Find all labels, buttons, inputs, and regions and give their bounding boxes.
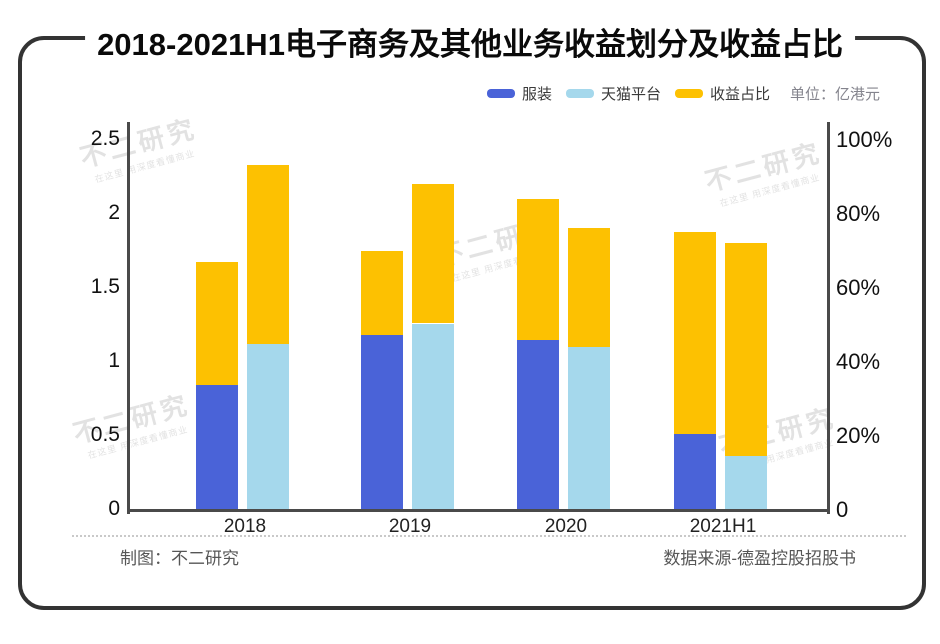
bar-tmall-2021H1 bbox=[725, 455, 767, 511]
y-axis-tick-left-2: 2 bbox=[108, 201, 120, 224]
bar-share-on-tmall-2020 bbox=[568, 228, 610, 348]
bar-share-on-fuzhuang-2019 bbox=[361, 250, 403, 336]
bar-share-on-fuzhuang-2020 bbox=[517, 198, 559, 340]
legend-item-收益占比: 收益占比 bbox=[674, 83, 770, 104]
x-axis-label-2018: 2018 bbox=[223, 516, 267, 537]
credit-note: 制图：不二研究 bbox=[120, 549, 239, 568]
bar-share-on-tmall-2019 bbox=[412, 183, 454, 324]
bar-tmall-2018 bbox=[247, 344, 289, 511]
legend-swatch-icon bbox=[486, 89, 515, 98]
legend-swatch-icon bbox=[674, 89, 703, 98]
y-axis-tick-left-1: 1 bbox=[108, 349, 120, 372]
bar-share-on-tmall-2021H1 bbox=[725, 243, 767, 456]
bar-tmall-2020 bbox=[568, 347, 610, 511]
bar-fuzhuang-2021H1 bbox=[674, 433, 716, 511]
chart-title: 2018-2021H1电子商务及其他业务收益划分及收益占比 bbox=[85, 19, 855, 64]
y-axis-tick-right-80%: 80% bbox=[836, 201, 881, 226]
x-axis-label-2021H1: 2021H1 bbox=[689, 516, 757, 537]
x-axis bbox=[127, 509, 830, 512]
legend-item-天猫平台: 天猫平台 bbox=[565, 83, 661, 104]
y-axis-tick-right-100%: 100% bbox=[836, 127, 893, 152]
bar-tmall-2019 bbox=[412, 323, 454, 511]
unit-note: 单位：亿港元 bbox=[789, 86, 880, 103]
legend-swatch-icon bbox=[565, 89, 594, 98]
legend-label: 服装 bbox=[521, 86, 552, 103]
x-axis-label-2020: 2020 bbox=[544, 516, 588, 537]
y-axis-tick-left-2.5: 2.5 bbox=[90, 127, 120, 150]
data-source-note: 数据来源-德盈控股招股书 bbox=[663, 549, 856, 568]
y-axis-tick-left-0: 0 bbox=[108, 497, 120, 520]
y-axis-tick-right-40%: 40% bbox=[836, 349, 881, 374]
footer-divider bbox=[72, 535, 906, 537]
y-axis-left bbox=[127, 122, 130, 514]
y-axis-tick-left-0.5: 0.5 bbox=[90, 423, 120, 446]
x-axis-label-2019: 2019 bbox=[388, 516, 432, 537]
y-axis-tick-right-0: 0 bbox=[836, 497, 849, 522]
legend-item-服装: 服装 bbox=[486, 83, 552, 104]
y-axis-tick-left-1.5: 1.5 bbox=[90, 275, 120, 298]
bar-share-on-fuzhuang-2018 bbox=[196, 261, 238, 385]
bar-fuzhuang-2018 bbox=[196, 384, 238, 511]
bar-share-on-tmall-2018 bbox=[247, 165, 289, 345]
bar-fuzhuang-2019 bbox=[361, 335, 403, 511]
y-axis-tick-right-20%: 20% bbox=[836, 423, 881, 448]
legend-label: 天猫平台 bbox=[600, 86, 661, 103]
bar-share-on-fuzhuang-2021H1 bbox=[674, 232, 716, 434]
chart-legend: 服装 天猫平台 收益占比 单位：亿港元 bbox=[486, 83, 880, 104]
y-axis-right bbox=[827, 122, 830, 514]
y-axis-tick-right-60%: 60% bbox=[836, 275, 881, 300]
bar-fuzhuang-2020 bbox=[517, 339, 559, 511]
legend-label: 收益占比 bbox=[709, 86, 770, 103]
chart-card-border bbox=[18, 36, 926, 610]
